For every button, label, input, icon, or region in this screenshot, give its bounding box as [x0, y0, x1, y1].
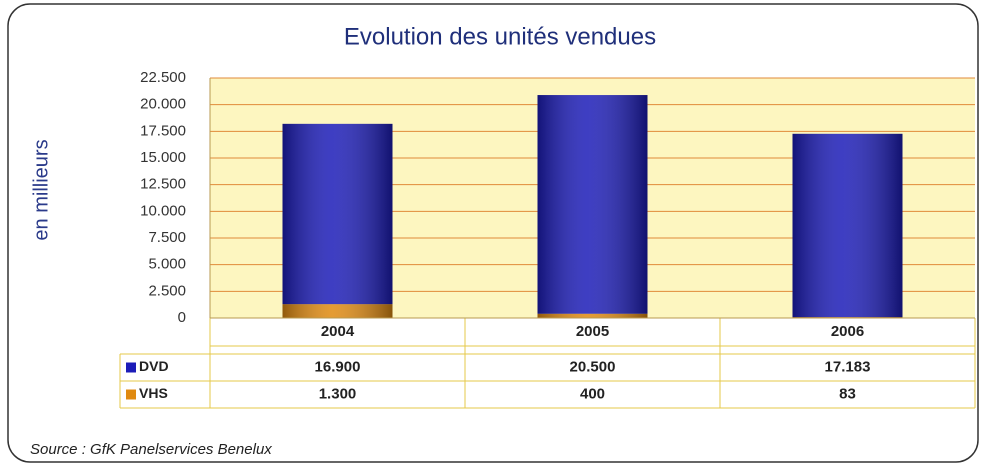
table-cell: 16.900	[315, 358, 361, 375]
legend-label: VHS	[139, 385, 168, 401]
x-tick-label: 2004	[321, 323, 355, 340]
y-tick-label: 5.000	[148, 256, 186, 273]
y-tick-label: 22.500	[140, 69, 186, 86]
chart-title: Evolution des unités vendues	[344, 23, 656, 50]
y-tick-label: 15.000	[140, 149, 186, 166]
table-cell: 83	[839, 385, 856, 402]
table-cell: 20.500	[570, 358, 616, 375]
y-tick-label: 2.500	[148, 282, 186, 299]
legend-label: DVD	[139, 358, 169, 374]
source-note: Source : GfK Panelservices Benelux	[30, 441, 272, 458]
y-tick-label: 7.500	[148, 229, 186, 246]
bar-shade	[282, 123, 393, 305]
x-tick-label: 2005	[576, 323, 609, 340]
table-cell: 17.183	[825, 358, 871, 375]
y-axis-label: en millieurs	[30, 139, 52, 240]
y-tick-label: 12.500	[140, 176, 186, 193]
y-tick-label: 20.000	[140, 96, 186, 113]
bar-shade	[282, 304, 393, 318]
y-tick-label: 0	[178, 309, 186, 326]
bar-shade	[792, 133, 903, 318]
legend-swatch	[126, 362, 136, 373]
bar-shade	[537, 313, 648, 318]
table-cell: 400	[580, 385, 605, 402]
y-tick-label: 10.000	[140, 202, 186, 219]
bar-shade	[537, 95, 648, 314]
y-tick-label: 17.500	[140, 122, 186, 139]
table-cell: 1.300	[319, 385, 357, 402]
legend-swatch	[126, 389, 136, 400]
x-tick-label: 2006	[831, 323, 864, 340]
